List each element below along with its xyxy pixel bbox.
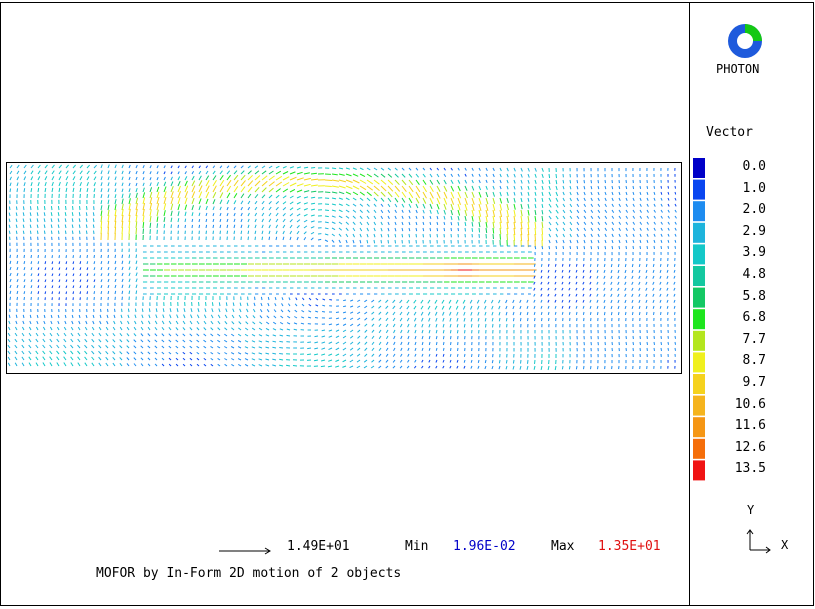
legend-swatch [693, 352, 705, 373]
legend-swatch [693, 158, 705, 178]
logo-label: PHOTON [716, 62, 760, 76]
legend-value: 7.7 [742, 331, 766, 347]
legend-swatch [693, 309, 705, 330]
legend-swatches [693, 158, 705, 481]
legend-swatch [693, 222, 705, 243]
vector-field [7, 164, 677, 371]
min-value: 1.96E-02 [453, 539, 516, 554]
axis-indicator-icon [746, 529, 771, 554]
legend-swatch [693, 287, 705, 308]
legend-swatch [693, 395, 705, 416]
axis-y-label: Y [747, 503, 755, 517]
legend-value: 12.6 [734, 439, 766, 455]
legend-value: 6.8 [742, 310, 766, 326]
max-label: Max [551, 539, 575, 554]
axis-x-label: X [781, 538, 789, 552]
legend-value: 3.9 [742, 245, 766, 261]
reference-vector-value: 1.49E+01 [287, 539, 350, 554]
legend-value: 1.0 [742, 180, 766, 196]
legend-swatch [693, 374, 705, 394]
legend-value: 0.0 [742, 159, 766, 174]
legend-value: 8.7 [742, 353, 766, 369]
legend-value: 10.6 [734, 396, 766, 412]
legend-swatch [693, 330, 705, 351]
domain-boundary [6, 162, 682, 374]
legend-value: 11.6 [734, 418, 766, 434]
reference-arrow-icon [219, 547, 271, 555]
legend-swatch [693, 244, 705, 265]
max-value: 1.35E+01 [598, 539, 661, 554]
plot-description: MOFOR by In-Form 2D motion of 2 objects [96, 566, 402, 581]
legend-value: 2.9 [742, 223, 766, 239]
legend-value: 9.7 [742, 375, 766, 390]
legend-swatch [693, 179, 705, 200]
legend-value: 4.8 [742, 267, 766, 282]
legend-value: 13.5 [734, 461, 766, 477]
legend-value: 2.0 [742, 202, 766, 218]
legend-swatch [693, 460, 705, 481]
legend-swatch [693, 266, 705, 286]
legend-swatch [693, 438, 705, 459]
photon-logo-icon [728, 24, 762, 58]
min-label: Min [405, 539, 429, 554]
legend-value: 5.8 [742, 288, 766, 304]
legend-title: Vector [706, 125, 753, 140]
legend-swatch [693, 417, 705, 438]
legend-swatch [693, 201, 705, 222]
